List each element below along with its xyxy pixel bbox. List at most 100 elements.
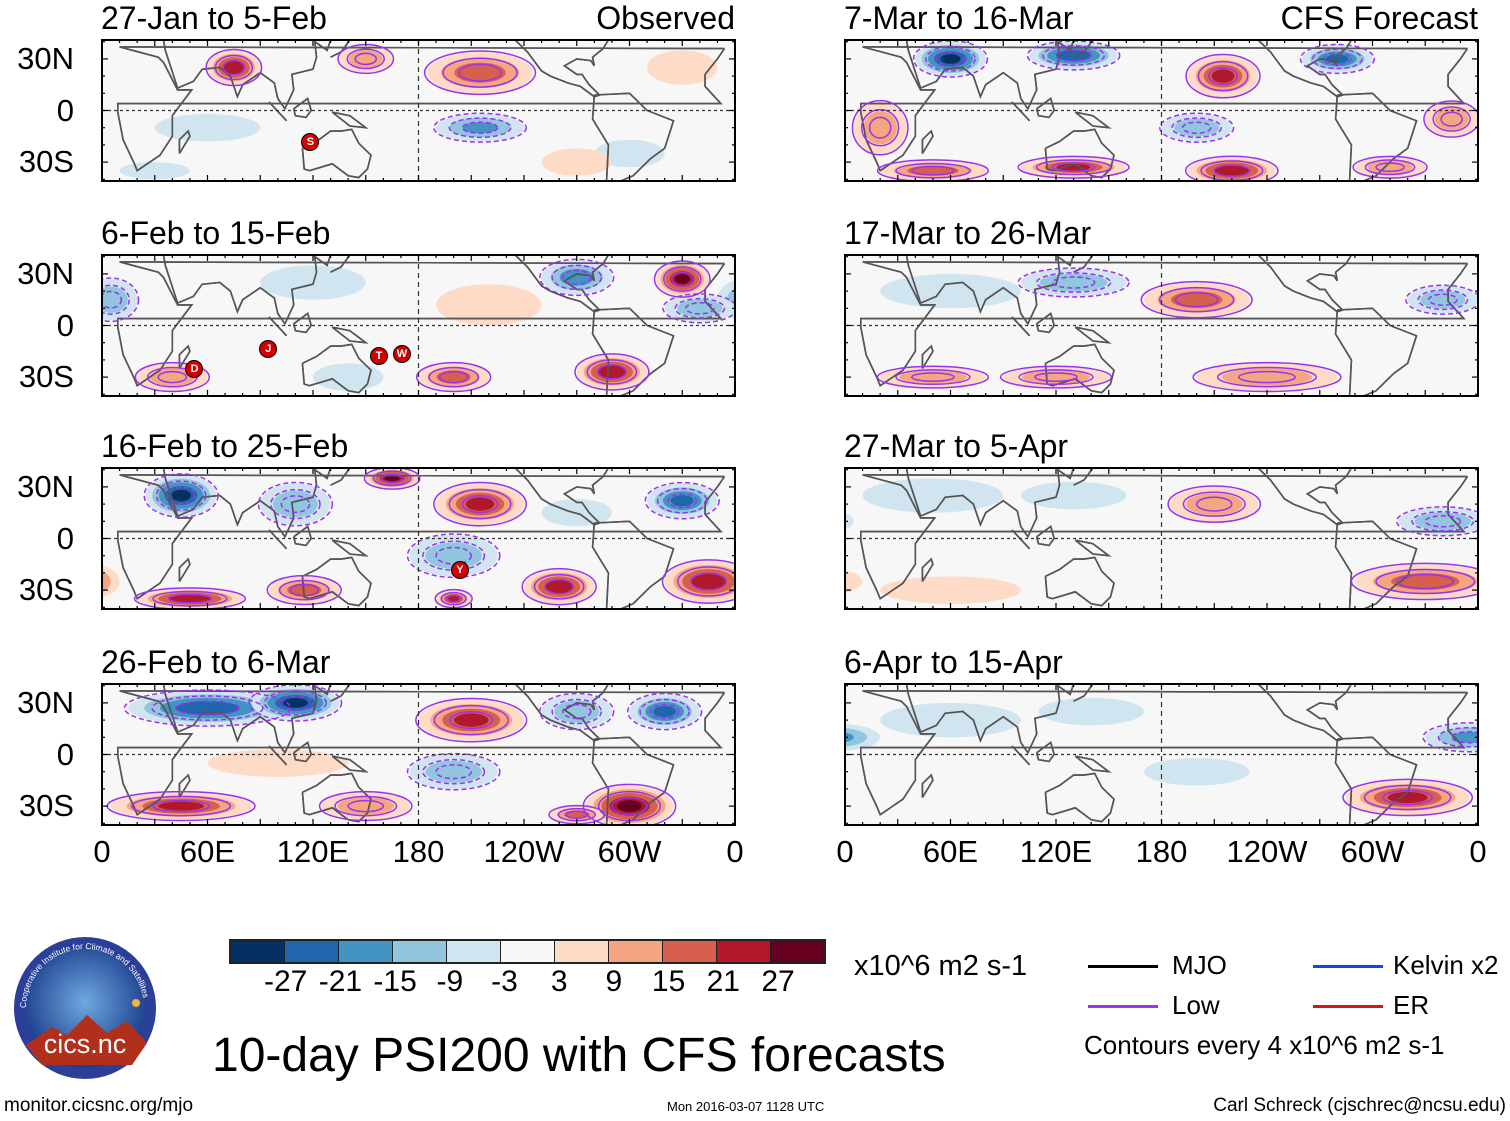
legend-er: ER [1393, 990, 1430, 1020]
anomaly-blob [844, 727, 867, 747]
anomaly-blob [1367, 160, 1413, 174]
anomaly-blob [594, 139, 665, 168]
contour [347, 799, 385, 813]
lat-label: 30S [18, 359, 74, 395]
coastlines [860, 467, 1469, 610]
contour [461, 495, 499, 514]
contour [266, 574, 342, 606]
colorbar-swatch [717, 941, 771, 962]
anomaly-blob [154, 113, 261, 142]
anomaly-blob [647, 50, 718, 85]
tropical-cyclone-marker: J [259, 339, 278, 358]
colorbar-tick-label: -21 [318, 965, 363, 998]
anomaly-blob [907, 165, 959, 176]
contour [1417, 289, 1469, 311]
colorbar-tick-label: -3 [491, 965, 518, 998]
contour [1018, 369, 1094, 386]
contour [639, 698, 691, 725]
contour [544, 579, 574, 595]
contour [1158, 286, 1235, 313]
contour [152, 799, 211, 813]
contour [876, 365, 990, 389]
contour [214, 54, 254, 81]
lon-label: 0 [1469, 834, 1487, 869]
anomaly-blob [272, 490, 318, 518]
contour [1382, 789, 1434, 806]
contour [586, 359, 638, 385]
contour [626, 692, 703, 731]
contour [911, 372, 955, 382]
contour [860, 108, 900, 147]
contour [574, 353, 650, 391]
contour [1364, 159, 1416, 176]
contour [222, 59, 246, 76]
lat-label: 0 [56, 92, 74, 128]
lat-label: 30S [18, 144, 74, 180]
contour [168, 593, 212, 604]
anomaly-blob [1211, 69, 1235, 83]
contour [406, 752, 501, 791]
anomaly-blob [545, 579, 574, 594]
anomaly-blob [337, 797, 394, 815]
contour [661, 559, 736, 604]
contour [521, 567, 597, 606]
contour [597, 364, 627, 380]
lon-label: 120W [1226, 834, 1308, 869]
map-panel [844, 683, 1479, 826]
legend-kelvin: Kelvin x2 [1393, 950, 1499, 980]
contour [1017, 267, 1130, 298]
footer-author: Carl Schreck (cjschrec@ncsu.edu) [1213, 1095, 1506, 1116]
anomaly-blob [149, 368, 195, 386]
legend-mjo: MJO [1172, 950, 1227, 980]
contour [435, 764, 472, 780]
contour [175, 700, 240, 716]
panel-title: 6-Apr to 15-Apr [844, 644, 1063, 680]
mjo-legend-line [1088, 965, 1158, 968]
footer-url[interactable]: monitor.cicsnc.org/mjo [4, 1095, 194, 1116]
contour [380, 473, 404, 484]
lon-label: 0 [93, 834, 111, 869]
anomaly-blob [597, 365, 626, 379]
anomaly-blob [863, 111, 898, 145]
anomaly-blob [454, 62, 506, 83]
anomaly-blob [1387, 791, 1428, 804]
map-panel [844, 467, 1479, 610]
colorbar-swatch [447, 941, 501, 962]
anomaly-blob [880, 702, 1021, 738]
anomaly-blob [158, 801, 204, 811]
lon-label: 120E [276, 834, 350, 869]
lat-label: 30N [17, 468, 74, 504]
contour [674, 297, 726, 319]
anomaly-blob [436, 284, 542, 326]
colorbar-tick-label: 15 [651, 965, 686, 998]
anomaly-blob [168, 594, 212, 603]
lon-label: 120W [483, 834, 565, 869]
contour [1395, 506, 1479, 537]
colorbar-units: x10^6 m2 s-1 [854, 950, 1028, 982]
contour [1450, 731, 1479, 744]
anomaly-blob [313, 363, 384, 391]
contour [1167, 485, 1262, 523]
coastlines [117, 254, 726, 397]
map-panel [101, 39, 736, 182]
contour [1423, 100, 1479, 138]
anomaly-blob [1174, 118, 1220, 137]
contour [851, 99, 909, 156]
contour [1350, 562, 1479, 601]
panel-frame [101, 254, 736, 397]
anomaly-blob [674, 274, 690, 284]
low-contours [851, 40, 1479, 182]
contour [442, 57, 518, 88]
contour [1158, 112, 1235, 143]
lon-label: 60E [922, 834, 979, 869]
contour [248, 684, 343, 722]
contour [277, 695, 314, 711]
lat-label: 0 [56, 736, 74, 772]
panel-frame [844, 683, 1479, 826]
coastlines [117, 467, 726, 610]
lat-label: 30S [18, 572, 74, 608]
low-contours [1342, 722, 1479, 817]
contour [551, 264, 603, 291]
contour [1051, 276, 1096, 289]
anomaly-blob [1143, 757, 1250, 786]
